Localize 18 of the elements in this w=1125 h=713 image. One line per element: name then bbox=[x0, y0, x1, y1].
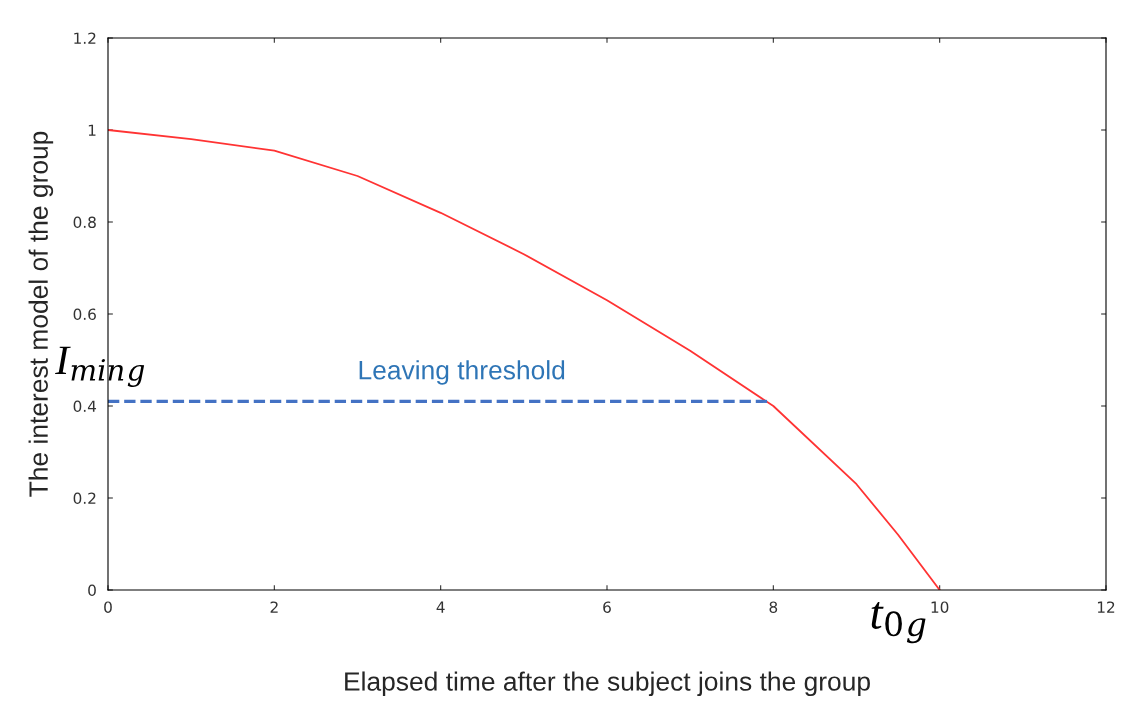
x-axis-title: Elapsed time after the subject joins the group bbox=[345, 671, 870, 697]
y-tick-label: 0.6 bbox=[73, 308, 96, 321]
x-tick-label: 6 bbox=[603, 601, 611, 613]
annotation: t$_{0g}$ bbox=[871, 601, 926, 644]
x-tick-label: 2 bbox=[270, 601, 278, 613]
y-tick-label: 0 bbox=[88, 584, 96, 597]
y-tick-label: 1.2 bbox=[74, 32, 96, 44]
annotation: Leaving threshold bbox=[359, 360, 565, 385]
y-tick-label: 0.8 bbox=[73, 216, 96, 229]
y-axis-title: The interest model of the group bbox=[28, 131, 54, 497]
x-tick-label: 4 bbox=[436, 601, 445, 613]
x-tick-label: 8 bbox=[769, 601, 778, 613]
y-tick-label: 0.4 bbox=[73, 400, 97, 413]
y-tick-label: 0.2 bbox=[73, 492, 96, 505]
x-tick-label: 0 bbox=[104, 601, 112, 613]
x-tick-label: 12 bbox=[1097, 601, 1115, 613]
x-tick-label: 10 bbox=[931, 601, 949, 613]
y-tick-label: 1 bbox=[88, 124, 96, 136]
